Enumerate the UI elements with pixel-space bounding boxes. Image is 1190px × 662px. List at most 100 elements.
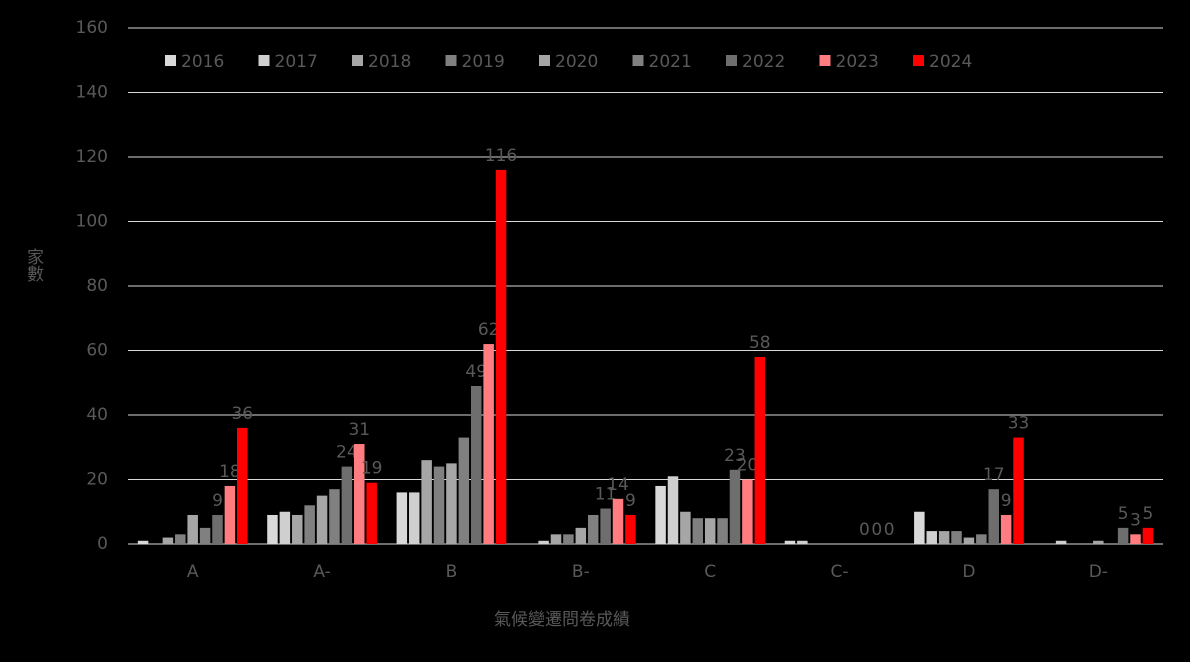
bar bbox=[354, 444, 365, 544]
data-label: 0 bbox=[884, 520, 895, 540]
bar bbox=[446, 463, 457, 544]
bar bbox=[483, 344, 494, 544]
y-tick-label: 100 bbox=[76, 212, 108, 232]
bar bbox=[1130, 534, 1141, 544]
bar bbox=[587, 514, 599, 544]
bar bbox=[421, 460, 432, 544]
bar bbox=[692, 518, 704, 544]
bar bbox=[938, 531, 950, 544]
data-label: 49 bbox=[465, 362, 487, 382]
bar bbox=[212, 514, 223, 544]
bar bbox=[162, 537, 174, 544]
bar bbox=[1055, 540, 1067, 544]
bar bbox=[1142, 527, 1154, 544]
bar bbox=[729, 469, 741, 544]
data-label: 9 bbox=[1001, 491, 1012, 511]
bar bbox=[575, 527, 587, 544]
bar bbox=[926, 531, 937, 544]
bar bbox=[655, 485, 666, 544]
bar bbox=[396, 492, 408, 544]
data-label: 19 bbox=[361, 459, 383, 479]
legend-label: 2018 bbox=[368, 52, 411, 72]
legend-label: 2021 bbox=[649, 52, 692, 72]
bar bbox=[784, 540, 796, 544]
x-tick-label: B- bbox=[572, 562, 590, 582]
data-label: 58 bbox=[749, 333, 771, 353]
data-label: 14 bbox=[607, 475, 629, 495]
bar bbox=[742, 479, 753, 544]
y-tick-label: 20 bbox=[86, 470, 108, 490]
bar bbox=[976, 534, 987, 544]
bar bbox=[329, 489, 340, 544]
bar bbox=[304, 505, 315, 544]
bar bbox=[341, 466, 353, 544]
y-tick-label: 40 bbox=[86, 405, 108, 425]
y-tick-label: 80 bbox=[86, 276, 108, 296]
bar bbox=[754, 356, 766, 544]
bar bbox=[625, 514, 636, 544]
x-tick-label: D- bbox=[1089, 562, 1108, 582]
legend-swatch bbox=[539, 55, 550, 66]
legend-label: 2016 bbox=[181, 52, 224, 72]
data-label: 20 bbox=[737, 456, 759, 476]
data-label: 3 bbox=[1130, 510, 1141, 530]
bar bbox=[717, 518, 728, 544]
data-label: 5 bbox=[1118, 504, 1129, 524]
bar bbox=[1000, 514, 1012, 544]
bar bbox=[187, 514, 198, 544]
legend-swatch bbox=[352, 55, 363, 66]
legend-label: 2024 bbox=[929, 52, 972, 72]
x-axis-title: 氣候變遷問卷成績 bbox=[494, 610, 630, 630]
bar bbox=[292, 514, 303, 544]
bar bbox=[1013, 437, 1024, 544]
legend-swatch bbox=[445, 55, 457, 66]
data-label: 5 bbox=[1142, 504, 1153, 524]
x-tick-label: A bbox=[187, 562, 199, 582]
bar bbox=[458, 437, 470, 544]
bar bbox=[408, 492, 420, 544]
data-label: 0 bbox=[859, 520, 870, 540]
legend-label: 2022 bbox=[742, 52, 785, 72]
legend-label: 2019 bbox=[462, 52, 505, 72]
y-tick-label: 160 bbox=[76, 18, 108, 38]
data-label: 36 bbox=[231, 404, 253, 424]
bar bbox=[175, 534, 186, 544]
bar bbox=[797, 540, 808, 544]
y-tick-label: 60 bbox=[86, 341, 108, 361]
legend-label: 2023 bbox=[836, 52, 879, 72]
legend-label: 2017 bbox=[275, 52, 318, 72]
bar bbox=[563, 534, 574, 544]
bar bbox=[680, 511, 691, 544]
bar bbox=[470, 385, 482, 544]
bar bbox=[667, 476, 679, 544]
data-label: 33 bbox=[1008, 414, 1030, 434]
legend-swatch bbox=[165, 55, 176, 66]
data-label: 31 bbox=[348, 420, 370, 440]
bar bbox=[538, 540, 549, 544]
data-label: 17 bbox=[983, 465, 1005, 485]
data-label: 9 bbox=[212, 491, 223, 511]
bar bbox=[1117, 527, 1129, 544]
bar bbox=[279, 511, 291, 544]
data-label: 11 bbox=[595, 485, 617, 505]
data-label: 116 bbox=[485, 146, 517, 166]
bar bbox=[951, 531, 962, 544]
x-tick-label: C bbox=[704, 562, 716, 582]
legend-label: 2020 bbox=[555, 52, 598, 72]
x-tick-label: A- bbox=[313, 562, 330, 582]
bar bbox=[704, 518, 716, 544]
data-label: 23 bbox=[724, 446, 746, 466]
data-label: 0 bbox=[871, 520, 882, 540]
y-tick-label: 140 bbox=[76, 83, 108, 103]
legend-swatch bbox=[819, 55, 831, 66]
bar bbox=[137, 540, 149, 544]
bar bbox=[914, 511, 925, 544]
x-tick-label: C- bbox=[831, 562, 849, 582]
bar bbox=[237, 427, 248, 544]
data-label: 62 bbox=[478, 320, 500, 340]
legend-swatch bbox=[258, 55, 270, 66]
legend-swatch bbox=[726, 55, 737, 66]
bar bbox=[1093, 540, 1104, 544]
legend-swatch bbox=[632, 55, 644, 66]
